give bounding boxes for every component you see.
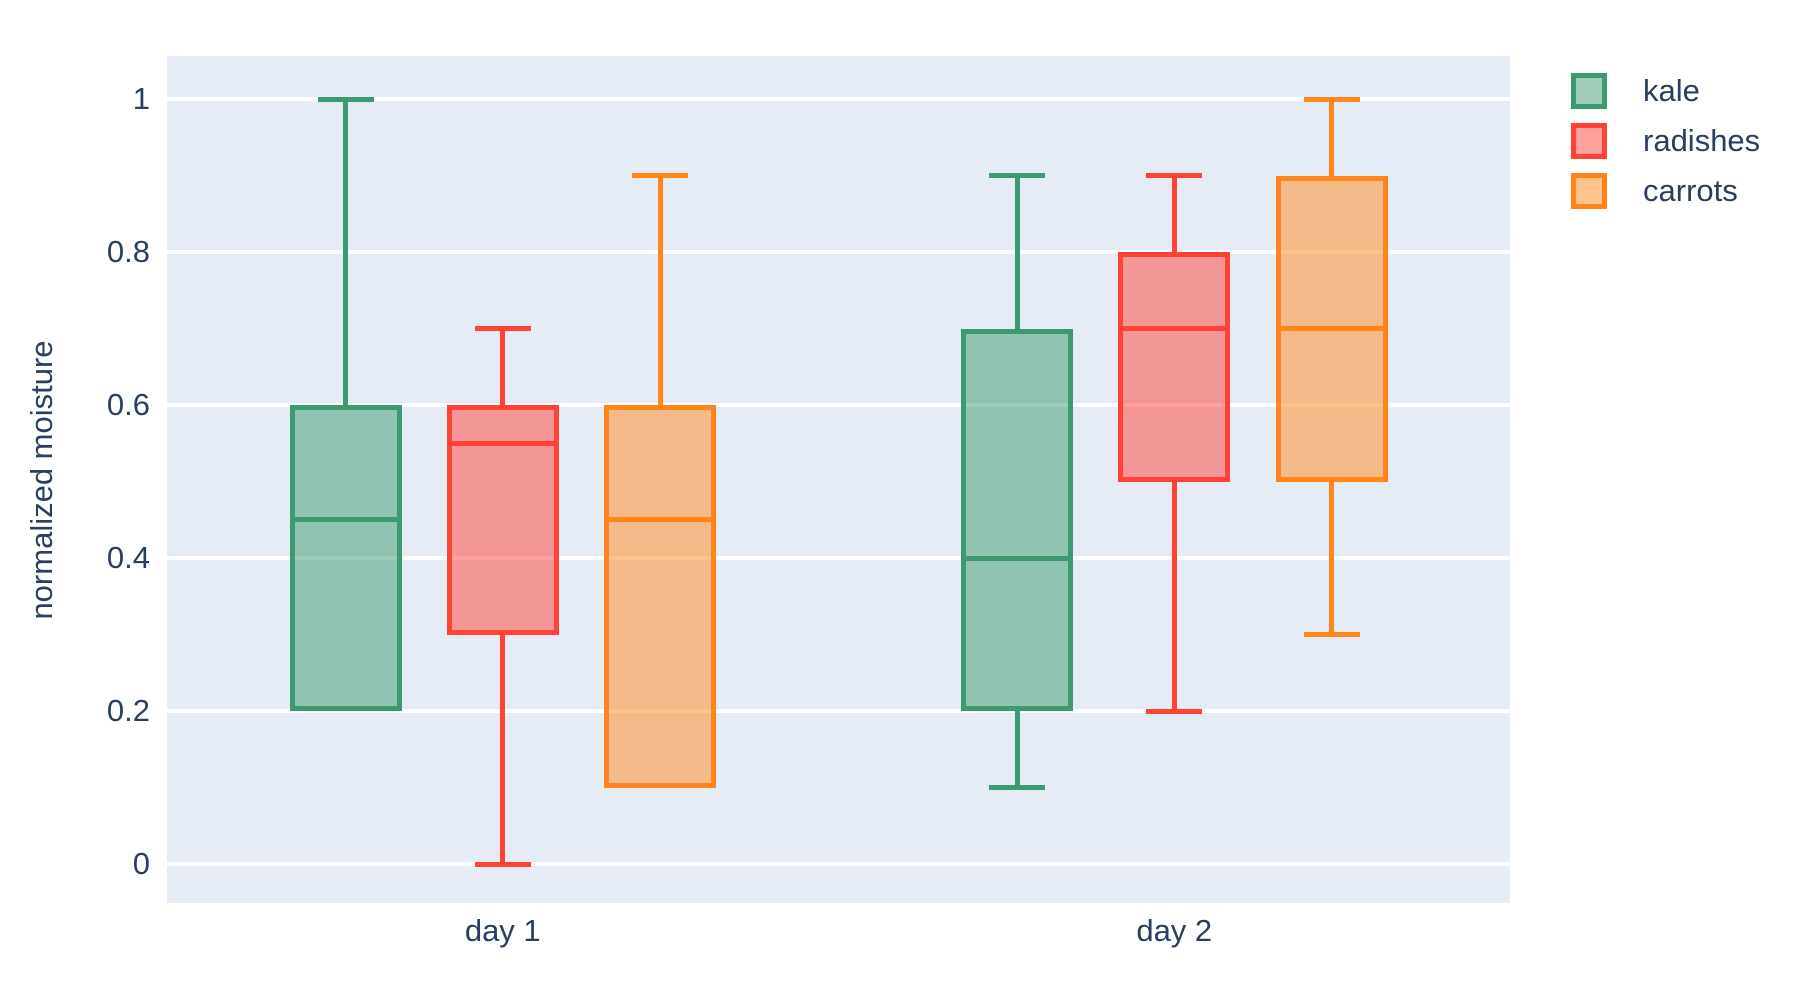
upper-whisker-cap-carrots-day-2 (1303, 96, 1360, 102)
y-tick-label-1: 1 (132, 81, 150, 116)
x-tick-label-day-1: day 1 (464, 913, 541, 948)
upper-whisker-cap-carrots-day-1 (632, 173, 688, 178)
iqr-box-carrots-day-1 (604, 405, 716, 788)
legend: kale radishes carrots (1571, 66, 1760, 216)
lower-whisker-cap-kale-day-2 (989, 785, 1045, 790)
lower-whisker-carrots-day-2 (1329, 481, 1334, 635)
y-tick-label-0.4: 0.4 (106, 540, 150, 575)
lower-whisker-cap-carrots-day-2 (1303, 632, 1360, 637)
legend-label-kale: kale (1643, 73, 1700, 108)
upper-whisker-cap-radishes-day-1 (474, 326, 531, 331)
legend-label-carrots: carrots (1643, 173, 1738, 208)
x-tick-label-day-2: day 2 (1136, 913, 1213, 948)
iqr-box-kale-day-2 (961, 328, 1073, 711)
legend-swatch-radishes-icon (1571, 123, 1607, 159)
legend-item-radishes[interactable]: radishes (1571, 116, 1760, 166)
iqr-box-radishes-day-1 (446, 405, 559, 635)
upper-whisker-carrots-day-1 (657, 175, 663, 405)
median-line-kale-day-2 (961, 555, 1073, 561)
y-axis-title: normalized moisture (24, 340, 59, 620)
upper-whisker-kale-day-1 (343, 99, 348, 405)
upper-whisker-cap-kale-day-1 (317, 96, 374, 102)
gridline-y-0.4 (167, 556, 1510, 560)
median-line-kale-day-1 (289, 517, 402, 523)
lower-whisker-kale-day-2 (1014, 711, 1020, 788)
gridline-y-0.8 (167, 250, 1510, 254)
upper-whisker-radishes-day-1 (500, 328, 506, 405)
iqr-box-kale-day-1 (289, 405, 402, 711)
gridline-y-0 (167, 862, 1510, 866)
legend-item-carrots[interactable]: carrots (1571, 166, 1760, 216)
lower-whisker-cap-radishes-day-2 (1146, 708, 1203, 714)
median-line-radishes-day-2 (1118, 326, 1231, 331)
median-line-carrots-day-2 (1275, 326, 1388, 331)
y-tick-label-0: 0 (132, 846, 150, 881)
legend-swatch-kale-icon (1571, 73, 1607, 109)
upper-whisker-cap-kale-day-2 (989, 173, 1045, 178)
upper-whisker-cap-radishes-day-2 (1146, 173, 1203, 178)
legend-swatch-carrots-icon (1571, 173, 1607, 209)
upper-whisker-kale-day-2 (1014, 175, 1020, 329)
gridline-y-0.2 (167, 709, 1510, 713)
legend-label-radishes: radishes (1643, 123, 1761, 158)
lower-whisker-radishes-day-2 (1171, 481, 1177, 711)
gridline-y-1 (167, 97, 1510, 101)
upper-whisker-carrots-day-2 (1329, 99, 1334, 176)
iqr-box-radishes-day-2 (1118, 252, 1231, 482)
y-tick-label-0.6: 0.6 (106, 387, 150, 422)
upper-whisker-radishes-day-2 (1171, 175, 1177, 252)
legend-item-kale[interactable]: kale (1571, 66, 1760, 116)
lower-whisker-cap-radishes-day-1 (474, 861, 531, 867)
median-line-carrots-day-1 (604, 517, 716, 523)
lower-whisker-radishes-day-1 (500, 634, 506, 864)
median-line-radishes-day-1 (446, 440, 559, 446)
y-tick-label-0.2: 0.2 (106, 693, 150, 728)
y-tick-label-0.8: 0.8 (106, 234, 150, 269)
gridline-y-0.6 (167, 403, 1510, 407)
plot-area (167, 56, 1510, 903)
